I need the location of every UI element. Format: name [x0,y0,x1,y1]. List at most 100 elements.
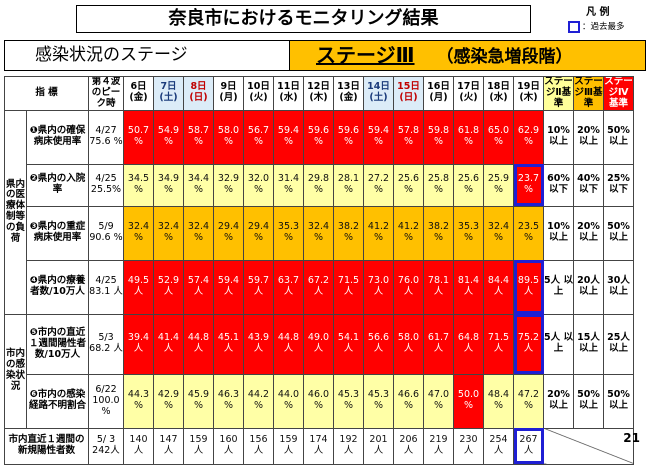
criteria-cell: 20% 以上 [543,373,574,429]
date-day: 8日 [190,81,207,93]
value-cell: 29.8 % [303,163,334,207]
value-cell: 32.9 % [213,163,244,207]
new-cases-cell: 267 人 [513,427,544,465]
criteria-cell: 60% 以下 [543,163,574,207]
value-cell: 47.2 % [513,373,544,429]
value-cell: 57.4 人 [183,259,214,315]
date-day: 18日 [487,81,510,93]
date-weekday: (水) [489,92,508,104]
value-cell: 41.4 人 [153,313,184,375]
new-cases-cell: 159 人 [183,427,214,465]
peak-value: 5/3 68.2 人 [88,313,124,375]
value-cell: 48.4 % [483,373,514,429]
criteria-cell: 50% 以上 [573,373,604,429]
peak-value: 6/22 100.0 % [88,373,124,429]
value-cell: 59.8 % [423,109,454,165]
value-cell: 32.4 % [303,205,334,261]
date-header: 6日 (金) [123,76,154,111]
new-cases-cell: 219 人 [423,427,454,465]
value-cell: 34.9 % [153,163,184,207]
peak-header: 第４波のピーク時 [88,76,124,111]
value-cell: 52.9 人 [153,259,184,315]
value-cell: 25.8 % [423,163,454,207]
date-header: 9日 (月) [213,76,244,111]
date-header: 18日 (水) [483,76,514,111]
value-cell: 25.6 % [393,163,424,207]
stage-name: ステージⅢ [316,43,415,67]
value-cell: 45.3 % [333,373,364,429]
new-cases-cell: 147 人 [153,427,184,465]
value-cell: 46.6 % [393,373,424,429]
table-row: ❸県内の重症病床使用率 5/9 90.6 % 32.4 % 32.4 % 32.4 % 2… [5,205,634,261]
criteria-cell: 10% 以上 [543,205,574,261]
date-day: 7日 [160,81,177,93]
value-cell: 61.8 % [453,109,484,165]
legend-title: 凡 例 [586,7,610,18]
threshold-header: ステージⅢ基準 [573,76,604,111]
date-header: 19日 (木) [513,76,544,111]
header-row: 指 標第４波のピーク時 6日 (金) 7日 (土) 8日 (日) 9日 (月) 10日 (火) 11日… [4,76,634,111]
empty-diagonal-cell [543,427,634,465]
value-cell: 34.4 % [183,163,214,207]
max-box-icon [568,20,580,33]
new-cases-cell: 230 人 [453,427,484,465]
value-cell: 23.5 % [513,205,544,261]
legend-max-item: ：過去最多 [568,20,625,33]
date-weekday: (木) [309,92,328,104]
table-row: ❻市内の感染経路不明割合 6/22 100.0 % 44.3 % 42.9 % 45.9… [5,373,634,429]
value-cell: 35.3 % [453,205,484,261]
category-label: 県内の医療体制等の負荷 [4,109,27,315]
value-cell: 35.3 % [273,205,304,261]
value-cell: 42.9 % [153,373,184,429]
new-cases-row: 市内直近１週間の新規陽性者数 5/ 3 242人 140 人 147 人 159 人 16… [4,427,634,465]
indicator-label: ❷県内の入院率 [26,163,89,207]
value-cell: 44.2 % [243,373,274,429]
date-day: 16日 [427,81,450,93]
value-cell: 32.0 % [243,163,274,207]
criteria-cell: 5人 以上 [543,259,574,315]
value-cell: 44.8 人 [183,313,214,375]
value-cell: 32.4 % [123,205,154,261]
value-cell: 38.2 % [333,205,364,261]
value-cell: 50.7 % [123,109,154,165]
value-cell: 32.4 % [183,205,214,261]
value-cell: 25.6 % [453,163,484,207]
date-day: 19日 [517,81,540,93]
new-cases-cell: 160 人 [213,427,244,465]
date-weekday: (金) [129,92,148,104]
date-header: 15日 (日) [393,76,424,111]
criteria-cell: 40% 以下 [573,163,604,207]
date-header: 11日 (水) [273,76,304,111]
value-cell: 56.6 人 [363,313,394,375]
value-cell: 41.2 % [363,205,394,261]
threshold-header: ステージⅣ基準 [603,76,634,111]
date-weekday: (日) [189,92,208,104]
value-cell: 59.6 % [333,109,364,165]
date-weekday: (月) [219,92,238,104]
value-cell: 59.4 人 [213,259,244,315]
value-cell: 29.4 % [243,205,274,261]
value-cell: 67.2 人 [303,259,334,315]
value-cell: 76.0 人 [393,259,424,315]
stage-label: 感染状況のステージ [5,41,290,70]
value-cell: 43.9 人 [243,313,274,375]
value-cell: 75.2 人 [513,313,544,375]
date-header: 14日 (土) [363,76,394,111]
value-cell: 78.1 人 [423,259,454,315]
criteria-cell: 20% 以上 [573,205,604,261]
value-cell: 32.4 % [483,205,514,261]
value-cell: 81.4 人 [453,259,484,315]
criteria-cell: 20% 以上 [573,109,604,165]
date-day: 15日 [397,81,420,93]
date-header: 12日 (木) [303,76,334,111]
date-weekday: (日) [399,92,418,104]
new-cases-cell: 159 人 [273,427,304,465]
value-cell: 49.5 人 [123,259,154,315]
indicator-label: ❶県内の確保病床使用率 [26,109,89,165]
value-cell: 46.3 % [213,373,244,429]
value-cell: 57.8 % [393,109,424,165]
value-cell: 27.2 % [363,163,394,207]
value-cell: 25.9 % [483,163,514,207]
value-cell: 89.5 人 [513,259,544,315]
value-cell: 29.4 % [213,205,244,261]
